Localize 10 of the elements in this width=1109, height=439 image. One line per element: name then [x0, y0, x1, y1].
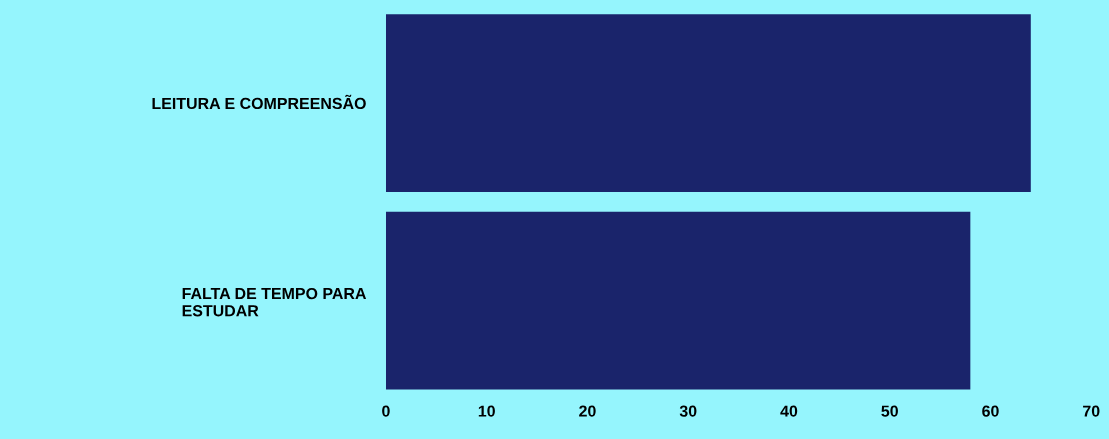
x-tick-label: 50	[881, 405, 898, 417]
x-tick-label: 20	[579, 405, 596, 417]
x-tick-label: 60	[982, 405, 999, 417]
x-tick-label: 30	[679, 405, 697, 417]
x-tick-label: 40	[780, 405, 798, 417]
y-tick-label: FALTA DE TEMPO PARA ESTUDAR	[182, 287, 367, 317]
x-tick-label: 70	[1083, 405, 1100, 417]
x-tick-label: 10	[478, 405, 495, 417]
y-tick-label: LEITURA E COMPREENSÃO	[152, 94, 366, 110]
x-tick-label: 0	[382, 405, 390, 417]
